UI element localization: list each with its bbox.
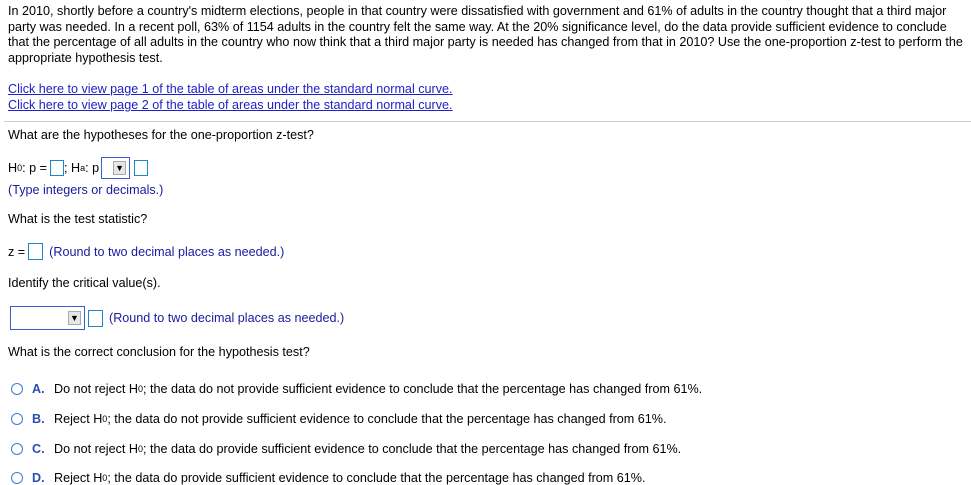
h0-label: H bbox=[8, 161, 18, 175]
critical-value-dropdown[interactable]: ▼ bbox=[10, 306, 85, 330]
divider bbox=[4, 121, 971, 122]
option-text: ; the data do provide sufficient evidenc… bbox=[107, 471, 646, 485]
radio-a[interactable] bbox=[11, 383, 23, 395]
radio-c[interactable] bbox=[11, 443, 23, 455]
critical-value-hint: (Round to two decimal places as needed.) bbox=[109, 311, 345, 325]
ha-label: ; H bbox=[63, 161, 81, 175]
option-sub: 0 bbox=[138, 444, 144, 454]
z-value-input[interactable] bbox=[28, 243, 44, 260]
hypotheses-question: What are the hypotheses for the one-prop… bbox=[8, 128, 314, 142]
h0-rest: : p = bbox=[22, 161, 47, 175]
option-text: Do not reject H bbox=[54, 382, 138, 396]
option-letter: B. bbox=[32, 412, 45, 426]
radio-d[interactable] bbox=[11, 472, 23, 484]
critical-value-row: ▼ (Round to two decimal places as needed… bbox=[10, 306, 344, 330]
critical-value-question: Identify the critical value(s). bbox=[8, 276, 161, 290]
ha-operator-dropdown[interactable]: ▼ bbox=[101, 157, 131, 179]
option-letter: A. bbox=[32, 382, 45, 396]
option-letter: C. bbox=[32, 442, 45, 456]
test-statistic-question: What is the test statistic? bbox=[8, 212, 148, 226]
ha-sub: a bbox=[80, 163, 86, 173]
option-sub: 0 bbox=[138, 384, 144, 394]
option-letter: D. bbox=[32, 471, 45, 485]
option-text: Do not reject H bbox=[54, 442, 138, 456]
dropdown-arrow-icon: ▼ bbox=[113, 161, 127, 175]
test-statistic-row: z = (Round to two decimal places as need… bbox=[8, 243, 284, 260]
option-a[interactable]: A. Do not reject H 0; the data do not prov… bbox=[11, 382, 702, 396]
hypotheses-hint: (Type integers or decimals.) bbox=[8, 183, 164, 197]
dropdown-arrow-icon: ▼ bbox=[68, 311, 81, 325]
table-page-1-link[interactable]: Click here to view page 1 of the table o… bbox=[8, 82, 453, 96]
option-text: ; the data do provide sufficient evidenc… bbox=[143, 442, 682, 456]
critical-value-input[interactable] bbox=[88, 309, 103, 327]
problem-statement: In 2010, shortly before a country's midt… bbox=[8, 4, 963, 65]
option-b[interactable]: B. Reject H 0; the data do not provide suf… bbox=[11, 412, 666, 426]
option-text: ; the data do not provide sufficient evi… bbox=[143, 382, 703, 396]
table-page-2-link[interactable]: Click here to view page 2 of the table o… bbox=[8, 98, 453, 112]
option-text: ; the data do not provide sufficient evi… bbox=[107, 412, 667, 426]
option-d[interactable]: D. Reject H 0; the data do provide suffici… bbox=[11, 471, 645, 485]
ha-rest: : p bbox=[85, 161, 100, 175]
option-text: Reject H bbox=[54, 471, 103, 485]
z-hint: (Round to two decimal places as needed.) bbox=[49, 244, 285, 259]
z-label: z = bbox=[8, 244, 26, 259]
radio-b[interactable] bbox=[11, 413, 23, 425]
option-sub: 0 bbox=[102, 414, 108, 424]
h0-value-input[interactable] bbox=[49, 160, 64, 176]
option-text: Reject H bbox=[54, 412, 103, 426]
option-c[interactable]: C. Do not reject H 0; the data do provide … bbox=[11, 442, 681, 456]
h0-sub: 0 bbox=[17, 163, 23, 173]
ha-value-input[interactable] bbox=[134, 160, 149, 176]
conclusion-question: What is the correct conclusion for the h… bbox=[8, 345, 310, 359]
